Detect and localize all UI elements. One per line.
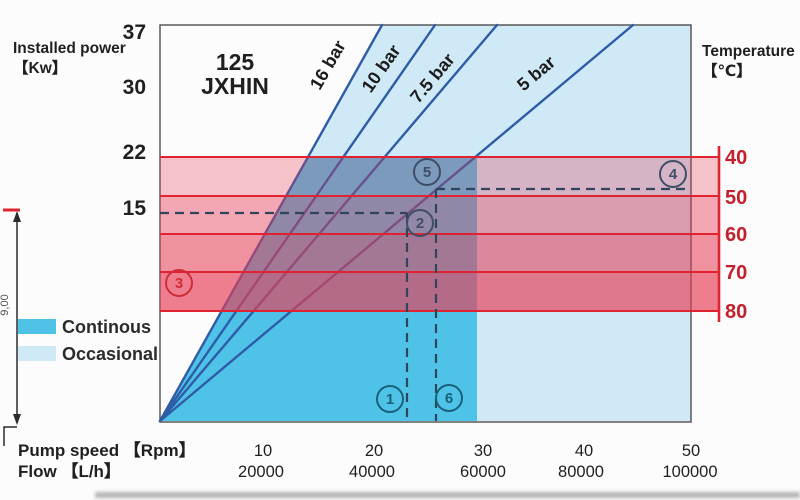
power-axis-title-line1: Installed power [13,40,126,57]
marker-label-3: 3 [175,275,183,292]
marker-circle-5 [413,158,441,186]
rpm-tick-30: 30 [474,442,492,460]
marker-label-4: 4 [669,166,678,183]
marker-circle-3 [165,269,193,297]
rpm-tick-40: 40 [575,442,593,460]
dashed-guides [160,187,691,421]
legend-label-continuous: Continous [62,317,151,337]
bottom-cropped-edge [95,492,800,498]
temperature-axis-title-line2: 【℃】 [702,62,752,80]
temperature-tick-80: 80 [725,301,747,323]
rpm-tick-20: 20 [365,442,383,460]
dimension-label: 9,00 [0,294,11,315]
legend-label-occasional: Occasional [62,344,158,364]
flow-tick-80000: 80000 [558,463,604,481]
power-tick-37: 37 [123,21,146,44]
power-axis-title-line2: 【Kw】 [13,59,67,77]
band-60-70 [160,234,719,272]
flow-tick-60000: 60000 [460,463,506,481]
plot-border [159,24,692,423]
flow-tick-20000: 20000 [238,463,284,481]
flow-tick-40000: 40000 [349,463,395,481]
marker-circle-4 [659,160,687,188]
marker-label-2: 2 [416,215,424,232]
curve-10bar [158,23,437,423]
band-50-60 [160,196,719,234]
power-tick-15: 15 [123,197,147,220]
temperature-axis: Temperature 【℃】 40 50 60 70 80 [702,43,795,323]
legend-swatch-continuous [18,319,56,334]
rpm-tick-10: 10 [254,442,272,460]
power-tick-22: 22 [123,141,146,164]
label-16bar: 16 bar [306,37,350,93]
dimension-bracket [3,426,17,446]
power-tick-30: 30 [123,76,146,99]
rpm-axis-label: Pump speed 【Rpm】 [18,440,196,460]
curve-5bar [158,23,635,423]
temperature-tick-50: 50 [725,187,747,209]
dimension-arrow-up [13,211,21,222]
power-axis: Installed power 【Kw】 37 30 22 15 [13,21,146,220]
rpm-tick-50: 50 [682,442,700,460]
marker-label-6: 6 [445,390,453,407]
marker-circle-6 [435,384,463,412]
chart-title: 125 JXHIN [201,49,269,99]
legend: Continous Occasional [18,317,158,364]
legend-swatch-occasional [18,346,56,361]
pressure-curves [158,23,635,423]
circled-markers: 1 2 3 4 5 6 [165,158,687,413]
dimension-arrow-down [13,414,21,425]
temperature-axis-title-line1: Temperature [702,43,795,60]
marker-label-1: 1 [386,391,394,408]
temperature-tick-40: 40 [725,147,747,169]
flow-tick-100000: 100000 [662,463,717,481]
temperature-bands [160,146,721,322]
curve-7-5bar [158,23,499,423]
band-70-80 [160,272,719,311]
marker-circle-1 [376,385,404,413]
marker-label-5: 5 [423,164,431,181]
temperature-tick-60: 60 [725,224,747,246]
marker-circle-2 [406,209,434,237]
temperature-tick-70: 70 [725,262,747,284]
chart-title-line2: JXHIN [201,73,269,99]
flow-axis-label: Flow 【L/h】 [18,461,121,481]
bottom-axes: Pump speed 【Rpm】 Flow 【L/h】 10 20 30 40 … [18,440,718,481]
curve-16bar [158,23,384,423]
chart-title-line1: 125 [216,49,255,75]
left-dimension-annotation: 9,00 [0,208,21,446]
